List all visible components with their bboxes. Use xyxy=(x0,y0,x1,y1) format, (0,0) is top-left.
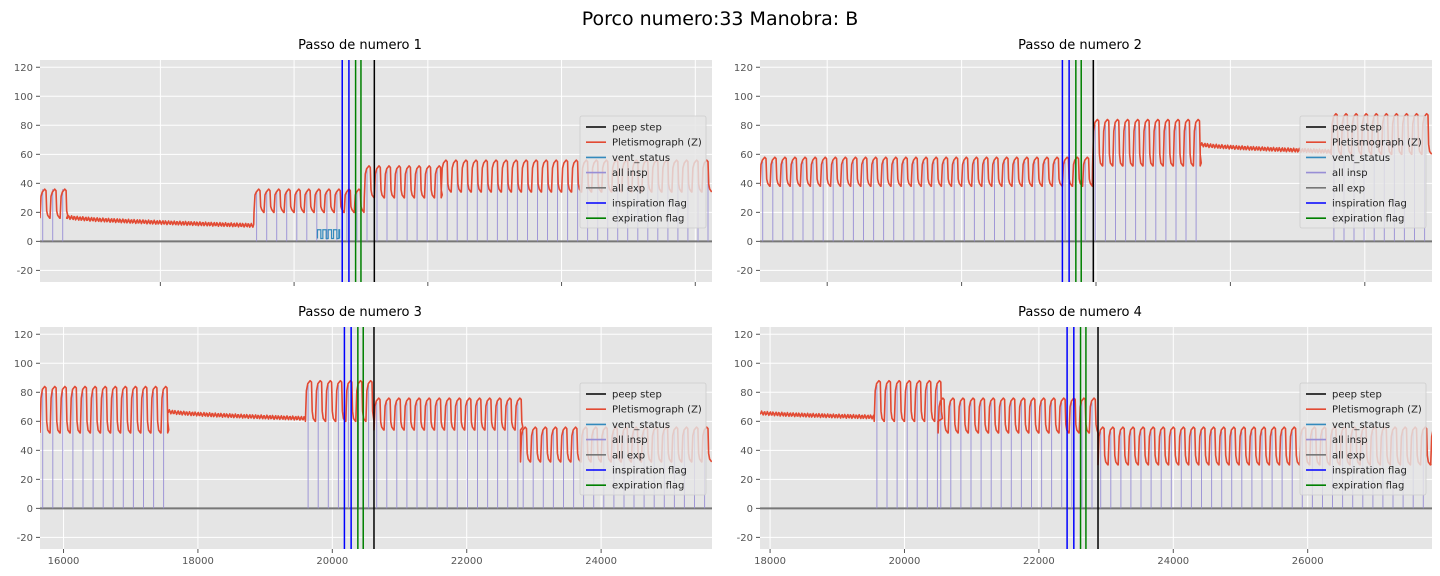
y-tick-label: 120 xyxy=(734,63,753,74)
legend-label: all insp xyxy=(1332,435,1368,446)
y-tick-label: 80 xyxy=(20,388,33,399)
legend: peep step Pletismograph (Z) vent_statusall… xyxy=(1299,382,1427,496)
legend-label: all insp xyxy=(612,168,648,179)
axes: 18000 20000 22000 24000 26000 -20 0 20 40 60 80 100… xyxy=(734,330,1324,567)
y-tick-label: 60 xyxy=(20,150,33,161)
subplot-3: Passo de numero 3 16000 18000 20000 22000 24… xyxy=(0,303,720,576)
subplot-title: Passo de numero 3 xyxy=(298,305,422,320)
figure-title: Porco numero:33 Manobra: B xyxy=(581,8,859,30)
subplot-1: Passo de numero 1 6000800010000120001400… xyxy=(0,36,720,286)
y-tick-label: 100 xyxy=(14,359,33,370)
subplot-2: Passo de numero 2 1200014000160001800020… xyxy=(720,36,1440,286)
legend-box xyxy=(1299,382,1427,496)
legend-label: inspiration flag xyxy=(612,199,687,210)
y-tick-label: 0 xyxy=(747,504,753,515)
legend-label: peep step xyxy=(1332,390,1382,401)
y-tick-label: 120 xyxy=(734,330,753,341)
x-tick-label: 16000 xyxy=(48,556,80,567)
y-tick-label: 100 xyxy=(14,92,33,103)
x-tick-label: 26000 xyxy=(1292,556,1324,567)
legend-label: all insp xyxy=(612,435,648,446)
y-tick-label: 0 xyxy=(27,237,33,248)
legend-label: expiration flag xyxy=(612,481,684,492)
legend-label: inspiration flag xyxy=(1332,199,1407,210)
y-tick-label: 40 xyxy=(740,446,753,457)
y-tick-label: 40 xyxy=(20,179,33,190)
y-tick-label: 0 xyxy=(747,237,753,248)
y-tick-label: 80 xyxy=(740,388,753,399)
legend-label: all exp xyxy=(612,450,645,461)
legend: peep step Pletismograph (Z) vent_statusall… xyxy=(579,115,707,229)
x-tick-label: 20000 xyxy=(316,556,348,567)
y-tick-label: -20 xyxy=(17,533,33,544)
legend-label: all exp xyxy=(1332,450,1365,461)
vent-status-series xyxy=(316,229,341,240)
legend-label: all exp xyxy=(612,183,645,194)
legend-box xyxy=(1299,115,1427,229)
y-tick-label: 60 xyxy=(740,417,753,428)
y-tick-label: 60 xyxy=(20,417,33,428)
legend: peep step Pletismograph (Z) vent_statusall… xyxy=(579,382,707,496)
x-tick-label: 24000 xyxy=(585,556,617,567)
x-tick-label: 24000 xyxy=(1157,556,1189,567)
legend-label: all insp xyxy=(1332,168,1368,179)
y-tick-label: -20 xyxy=(737,266,753,277)
chart-4-svg: 18000 20000 22000 24000 26000 -20 0 20 40 60 80 100… xyxy=(734,327,1432,567)
y-tick-label: 80 xyxy=(740,121,753,132)
legend-label: vent_status xyxy=(1332,153,1390,164)
y-tick-label: 100 xyxy=(734,92,753,103)
x-tick-label: 18000 xyxy=(754,556,786,567)
subplot-title: Passo de numero 2 xyxy=(1018,38,1142,53)
chart-3-svg: 16000 18000 20000 22000 24000 -20 0 20 40 60 80 100… xyxy=(14,327,712,567)
chart-1-svg: 60008000100001200014000-2002040608010012… xyxy=(14,60,712,286)
legend-label: peep step xyxy=(612,390,662,401)
y-tick-label: -20 xyxy=(737,533,753,544)
y-tick-label: 20 xyxy=(20,475,33,486)
y-tick-label: 60 xyxy=(740,150,753,161)
y-tick-label: 120 xyxy=(14,63,33,74)
y-tick-label: 120 xyxy=(14,330,33,341)
y-tick-label: 40 xyxy=(20,446,33,457)
axes: 60008000100001200014000-2002040608010012… xyxy=(14,63,696,286)
axes: 16000 18000 20000 22000 24000 -20 0 20 40 60 80 100… xyxy=(14,330,617,567)
legend-label: expiration flag xyxy=(1332,214,1404,225)
x-tick-label: 22000 xyxy=(1023,556,1055,567)
x-tick-label: 22000 xyxy=(451,556,483,567)
subplot-4: Passo de numero 4 18000 20000 22000 24000 26… xyxy=(720,303,1440,576)
y-tick-label: 40 xyxy=(740,179,753,190)
legend: peep step Pletismograph (Z) vent_statusall… xyxy=(1299,115,1427,229)
legend-label: Pletismograph (Z) xyxy=(1332,405,1422,416)
axes: 1200014000160001800020000-20020406080100… xyxy=(734,63,1366,286)
legend-label: all exp xyxy=(1332,183,1365,194)
legend-label: vent_status xyxy=(1332,420,1390,431)
legend-label: Pletismograph (Z) xyxy=(1332,138,1422,149)
legend-label: inspiration flag xyxy=(612,466,687,477)
x-tick-label: 20000 xyxy=(889,556,921,567)
plot-area xyxy=(760,327,1432,549)
legend-box xyxy=(579,115,707,229)
legend-label: expiration flag xyxy=(1332,481,1404,492)
y-tick-label: 20 xyxy=(20,208,33,219)
y-tick-label: 0 xyxy=(27,504,33,515)
subplot-title: Passo de numero 1 xyxy=(298,38,422,53)
legend-label: Pletismograph (Z) xyxy=(612,405,702,416)
y-tick-label: 20 xyxy=(740,208,753,219)
y-tick-label: 100 xyxy=(734,359,753,370)
legend-label: peep step xyxy=(1332,123,1382,134)
y-tick-label: -20 xyxy=(17,266,33,277)
y-tick-label: 20 xyxy=(740,475,753,486)
legend-label: expiration flag xyxy=(612,214,684,225)
y-tick-label: 80 xyxy=(20,121,33,132)
legend-label: Pletismograph (Z) xyxy=(612,138,702,149)
legend-label: vent_status xyxy=(612,420,670,431)
chart-2-svg: 1200014000160001800020000-20020406080100… xyxy=(734,60,1432,286)
legend-box xyxy=(579,382,707,496)
legend-label: vent_status xyxy=(612,153,670,164)
legend-label: peep step xyxy=(612,123,662,134)
legend-label: inspiration flag xyxy=(1332,466,1407,477)
subplot-title: Passo de numero 4 xyxy=(1018,305,1142,320)
x-tick-label: 18000 xyxy=(182,556,214,567)
